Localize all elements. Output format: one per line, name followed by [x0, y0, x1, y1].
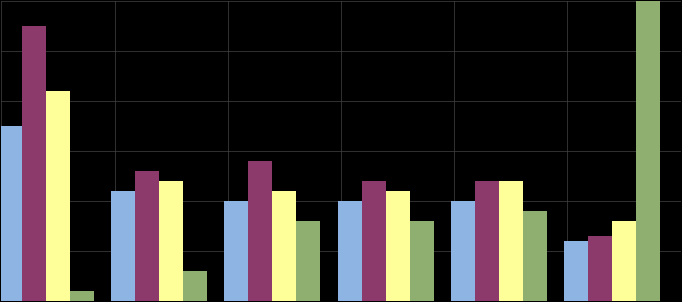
Bar: [410, 221, 434, 300]
Bar: [385, 191, 410, 300]
Bar: [70, 291, 94, 300]
Bar: [159, 181, 183, 300]
Bar: [475, 181, 499, 300]
Bar: [22, 26, 46, 300]
Bar: [183, 271, 207, 300]
Bar: [248, 161, 272, 300]
Bar: [499, 181, 523, 300]
Bar: [0, 126, 22, 300]
Bar: [612, 221, 636, 300]
Bar: [338, 201, 361, 300]
Bar: [111, 191, 135, 300]
Bar: [636, 0, 660, 300]
Bar: [297, 221, 321, 300]
Bar: [224, 201, 248, 300]
Bar: [272, 191, 297, 300]
Bar: [135, 171, 159, 300]
Bar: [46, 91, 70, 300]
Bar: [451, 201, 475, 300]
Bar: [588, 236, 612, 300]
Bar: [361, 181, 385, 300]
Bar: [523, 211, 547, 300]
Bar: [564, 241, 588, 300]
